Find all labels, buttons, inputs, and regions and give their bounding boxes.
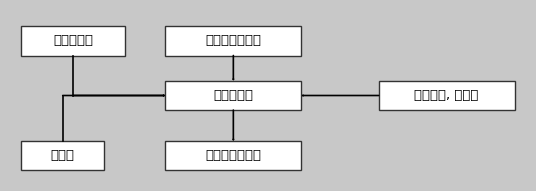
Bar (165, 141, 301, 170)
Text: 流速场参数: 流速场参数 (54, 34, 93, 47)
Text: 空间温度场分布: 空间温度场分布 (205, 149, 262, 162)
Bar (21, 141, 104, 170)
Text: 边界条件, 目标面: 边界条件, 目标面 (414, 89, 479, 102)
Text: 随机数: 随机数 (51, 149, 75, 162)
Bar (378, 81, 515, 110)
Bar (165, 81, 301, 110)
Text: 方程及求解: 方程及求解 (213, 89, 254, 102)
Text: 炉膛网格化参数: 炉膛网格化参数 (205, 34, 262, 47)
Bar (165, 26, 301, 56)
Bar (21, 26, 125, 56)
